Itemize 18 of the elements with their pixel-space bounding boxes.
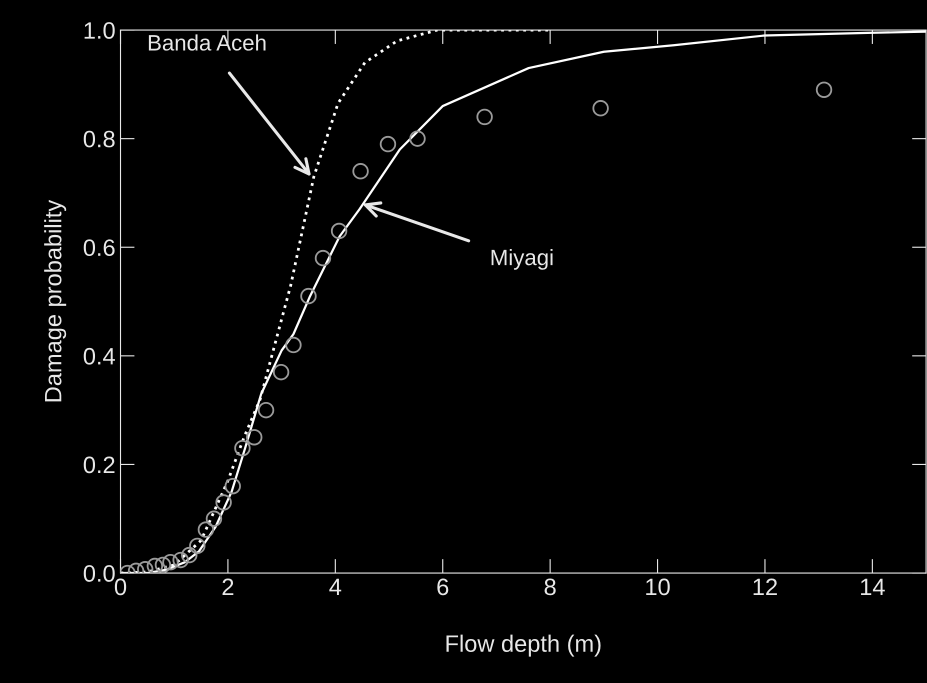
y-tick-label: 0.0 (84, 565, 115, 582)
x-tick-label: 2 (222, 578, 234, 596)
x-tick-label: 6 (437, 578, 448, 596)
x-tick-label: 12 (754, 578, 777, 596)
y-tick-label: 0.2 (84, 456, 114, 474)
y-axis-title: Damage probability (44, 200, 66, 402)
x-axis-title: Flow depth (m) (446, 634, 601, 657)
y-tick-label: 0.8 (84, 130, 115, 148)
y-tick-label: 1.0 (84, 22, 115, 39)
annotation: Banda Aceh (148, 34, 266, 51)
x-tick-label: 8 (544, 578, 556, 596)
x-tick-label: 10 (646, 578, 670, 596)
x-tick-label: 14 (861, 578, 885, 596)
y-tick-label: 0.6 (84, 239, 115, 256)
x-tick-label: 0 (114, 578, 126, 596)
y-tick-label: 0.4 (84, 348, 115, 365)
x-tick-label: 4 (329, 578, 342, 596)
annotation: Miyagi (492, 249, 553, 270)
